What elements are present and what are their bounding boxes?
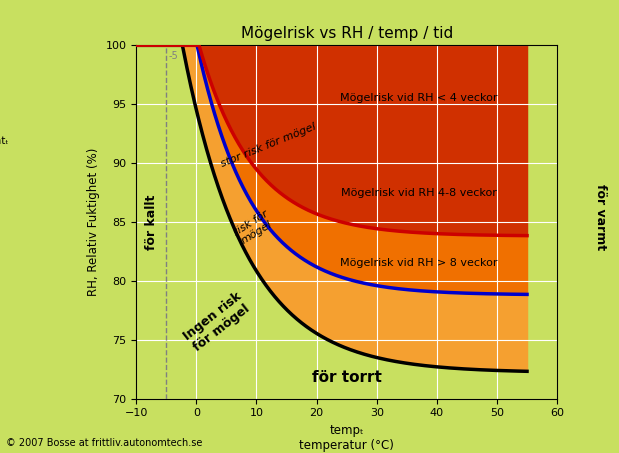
Text: stor risk för mögel: stor risk för mögel [219,122,318,169]
Text: för varmt: för varmt [594,184,607,251]
Y-axis label: RH, Relativ Fuktighet (%): RH, Relativ Fuktighet (%) [87,148,100,296]
X-axis label: tempₜ
temperatur (°C): tempₜ temperatur (°C) [299,424,394,452]
Text: Mögelrisk vid RH 4-8 veckor: Mögelrisk vid RH 4-8 veckor [341,188,496,198]
Title: Mögelrisk vs RH / temp / tid: Mögelrisk vs RH / temp / tid [241,26,452,41]
Legend: RH₄weekₜ, RH₈weekₜ, RHkonstantₜ: RH₄weekₜ, RH₈weekₜ, RHkonstantₜ [0,93,13,150]
Text: för kallt: för kallt [145,194,158,250]
Text: risk för
mögel: risk för mögel [232,208,275,247]
Text: Mögelrisk vid RH < 4 veckor: Mögelrisk vid RH < 4 veckor [340,93,498,103]
Text: -5: -5 [168,51,178,61]
Text: Ingen risk
för mögel: Ingen risk för mögel [181,289,254,355]
Text: Mögelrisk vid RH > 8 veckor: Mögelrisk vid RH > 8 veckor [340,258,498,268]
Text: © 2007 Bosse at frittliv.autonomtech.se: © 2007 Bosse at frittliv.autonomtech.se [6,439,202,448]
Text: för torrt: för torrt [312,370,381,385]
